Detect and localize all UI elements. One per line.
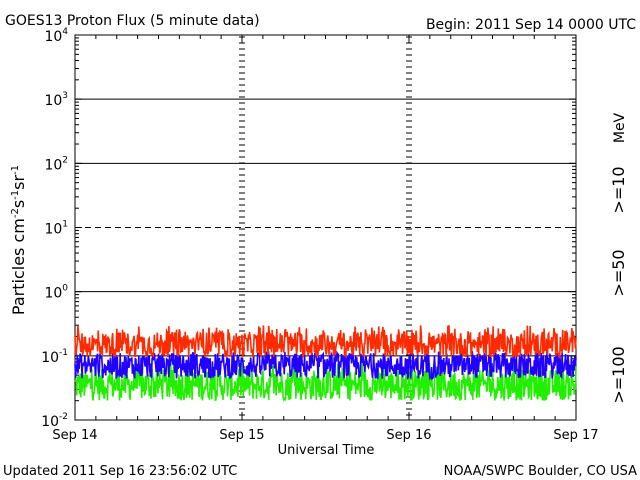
legend-series-ge10: >=10 bbox=[609, 166, 628, 213]
y-tick-exponent: 2 bbox=[62, 155, 68, 165]
y-axis-label-exp3: -1 bbox=[10, 165, 21, 175]
y-tick-exponent: -2 bbox=[59, 412, 68, 422]
begin-time-label: Begin: 2011 Sep 14 0000 UTC bbox=[426, 17, 636, 33]
y-axis-label-exp1: -2 bbox=[10, 208, 21, 218]
y-axis-label-base: Particles cm bbox=[9, 218, 28, 315]
y-axis-label: Particles cm-2s-1sr-1 bbox=[9, 165, 28, 315]
y-axis-label-exp2: -1 bbox=[10, 190, 21, 200]
legend-series-ge50: >=50 bbox=[609, 249, 628, 296]
series-line-ge50 bbox=[74, 350, 577, 381]
y-tick-label: 10-2 bbox=[41, 412, 68, 430]
y-tick-exponent: 3 bbox=[62, 91, 68, 101]
x-tick-labels: Sep 14 Sep 15 Sep 16 Sep 17 bbox=[52, 428, 598, 443]
y-tick-base: 10 bbox=[44, 29, 62, 45]
chart-title: GOES13 Proton Flux (5 minute data) bbox=[5, 13, 260, 29]
series-line-ge10 bbox=[74, 325, 577, 360]
legend-unit-label: MeV bbox=[612, 112, 628, 143]
x-axis-label: Universal Time bbox=[278, 443, 375, 458]
y-tick-exponent: 0 bbox=[62, 284, 68, 294]
credit-label: NOAA/SWPC Boulder, CO USA bbox=[444, 464, 637, 479]
y-axis-label-mid1: s bbox=[9, 200, 28, 208]
x-tick-label: Sep 15 bbox=[219, 428, 264, 443]
x-tick-label: Sep 16 bbox=[386, 428, 431, 443]
y-tick-base: 10 bbox=[44, 222, 62, 238]
y-tick-exponent: 4 bbox=[62, 27, 68, 37]
x-tick-label: Sep 14 bbox=[52, 428, 97, 443]
y-tick-label: 103 bbox=[44, 91, 68, 109]
y-tick-label: 100 bbox=[44, 284, 68, 302]
y-tick-label: 104 bbox=[44, 27, 68, 45]
y-tick-label: 102 bbox=[44, 155, 68, 173]
updated-timestamp: Updated 2011 Sep 16 23:56:02 UTC bbox=[3, 464, 237, 479]
plot-grid bbox=[74, 35, 577, 421]
y-tick-exponent: -1 bbox=[59, 348, 68, 358]
y-tick-label: 101 bbox=[44, 220, 68, 238]
series-group bbox=[74, 325, 577, 403]
y-tick-base: 10 bbox=[41, 414, 59, 430]
y-tick-base: 10 bbox=[44, 286, 62, 302]
y-tick-exponent: 1 bbox=[62, 220, 68, 230]
series-line-ge100 bbox=[74, 360, 577, 403]
y-axis-label-mid2: sr bbox=[9, 175, 28, 190]
x-tick-label: Sep 17 bbox=[553, 428, 598, 443]
y-tick-base: 10 bbox=[44, 93, 62, 109]
y-tick-label: 10-1 bbox=[41, 348, 68, 366]
legend-series-ge100: >=100 bbox=[609, 346, 628, 403]
y-tick-base: 10 bbox=[41, 350, 59, 366]
y-tick-base: 10 bbox=[44, 157, 62, 173]
